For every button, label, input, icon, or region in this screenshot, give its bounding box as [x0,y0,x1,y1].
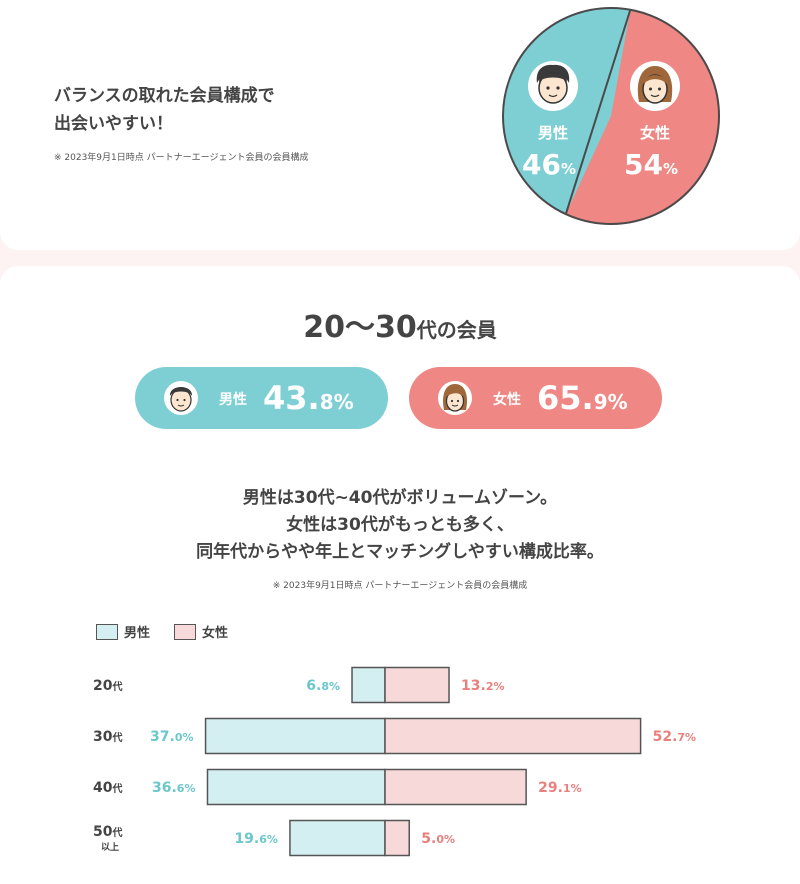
male-stat-value: 43.8% [263,379,354,417]
female-stat-value: 65.9% [537,379,628,417]
description-note: ※ 2023年9月1日時点 パートナーエージェント会員の会員構成 [272,581,528,591]
legend-male-swatch [96,623,118,640]
bar-male-0 [351,666,386,704]
pie-slice-female [565,9,720,225]
pie-outline [502,7,720,225]
male-face-icon [528,61,578,111]
value-label-female-2: 29.1% [538,780,582,796]
female-face-icon [438,381,472,415]
legend-female-swatch [174,623,197,640]
male-face-icon [164,381,198,415]
pie-male-value: 46% [522,148,576,181]
top-title-line2: 出会いやすい！ [54,114,173,134]
top-title: バランスの取れた会員構成で 出会いやすい！ [54,82,275,138]
top-note: ※ 2023年9月1日時点 パートナーエージェント会員の会員構成 [54,153,309,163]
section-title: 20〜30代の会員 [0,302,800,346]
description-line3: 同年代からやや年上とマッチングしやすい構成比率。 [196,542,604,562]
category-label-1: 30代 [93,729,122,745]
bar-female-0 [384,666,450,704]
chart-legend: 男性 女性 [96,622,252,641]
category-label-0: 20代 [93,678,122,694]
legend-female-label: 女性 [202,626,229,641]
bar-female-3 [384,819,410,857]
female-face-icon [630,61,680,111]
pie-female-label: 女性 [640,124,670,142]
category-sublabel-3: 以上 [101,841,119,853]
legend-female: 女性 [174,622,228,641]
value-label-female-1: 52.7% [653,729,697,745]
pie-female-value: 54% [624,148,678,181]
legend-male-label: 男性 [124,626,151,641]
description: 男性は30代~40代がボリュームゾーン。 女性は30代がもっとも多く、 同年代か… [0,485,800,566]
bar-male-3 [289,819,386,857]
gender-pie-chart: 男性 46% 女性 54% [502,7,720,225]
description-line2: 女性は30代がもっとも多く、 [286,515,514,535]
value-label-male-1: 37.0% [150,729,194,745]
age-bar-chart: 6.8% 13.2% 20代 37.0% 52.7% 30代 36.6% 29.1% 40代 19… [93,666,697,857]
bar-male-1 [204,717,386,755]
section-title-number: 20〜30 [303,310,417,345]
pie-divider [564,9,632,215]
male-stat-pill: 男性 43.8% [135,367,388,429]
bar-male-2 [206,768,386,806]
bar-female-1 [384,717,642,755]
pie-male-label: 男性 [538,124,568,142]
female-stat-label: 女性 [493,392,521,408]
section-title-suffix: 代の会員 [416,318,497,342]
male-stat-label: 男性 [219,392,247,408]
top-title-line1: バランスの取れた会員構成で [54,86,275,106]
category-label-2: 40代 [93,780,122,796]
bar-female-2 [384,768,527,806]
category-label-3: 50代 [93,824,122,840]
value-label-female-0: 13.2% [461,678,505,694]
female-stat-pill: 女性 65.9% [409,367,662,429]
legend-male: 男性 [96,622,150,641]
value-label-male-0: 6.8% [306,678,340,694]
value-label-male-2: 36.6% [152,780,196,796]
value-label-male-3: 19.6% [234,831,278,847]
description-line1: 男性は30代~40代がボリュームゾーン。 [242,488,558,508]
value-label-female-3: 5.0% [421,831,455,847]
